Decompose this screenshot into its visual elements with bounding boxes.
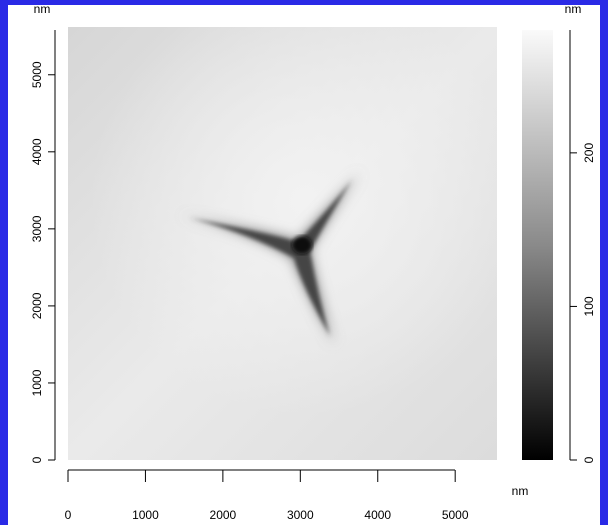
y-tick-label: 2000 xyxy=(30,292,44,319)
page: nm nm nm 0100020003000400050000100020003… xyxy=(0,0,608,525)
colorbar-tick-label: 200 xyxy=(582,143,596,163)
x-tick-label: 3000 xyxy=(287,508,314,522)
x-tick-label: 2000 xyxy=(210,508,237,522)
colorbar-unit: nm xyxy=(565,2,582,16)
colorbar xyxy=(522,30,553,460)
y-tick-label: 3000 xyxy=(30,215,44,242)
x-tick-label: 4000 xyxy=(364,508,391,522)
x-tick-label: 1000 xyxy=(132,508,159,522)
x-tick-label: 5000 xyxy=(442,508,469,522)
y-unit: nm xyxy=(34,2,51,16)
colorbar-tick-label: 100 xyxy=(582,296,596,316)
y-tick-label: 4000 xyxy=(30,138,44,165)
chart: nm nm nm 0100020003000400050000100020003… xyxy=(0,0,608,525)
y-tick-label: 5000 xyxy=(30,61,44,88)
y-tick-label: 0 xyxy=(30,456,44,463)
x-tick-label: 0 xyxy=(65,508,72,522)
afm-image xyxy=(68,27,497,460)
colorbar-tick-label: 0 xyxy=(582,456,596,463)
y-tick-label: 1000 xyxy=(30,369,44,396)
x-unit: nm xyxy=(512,484,529,498)
